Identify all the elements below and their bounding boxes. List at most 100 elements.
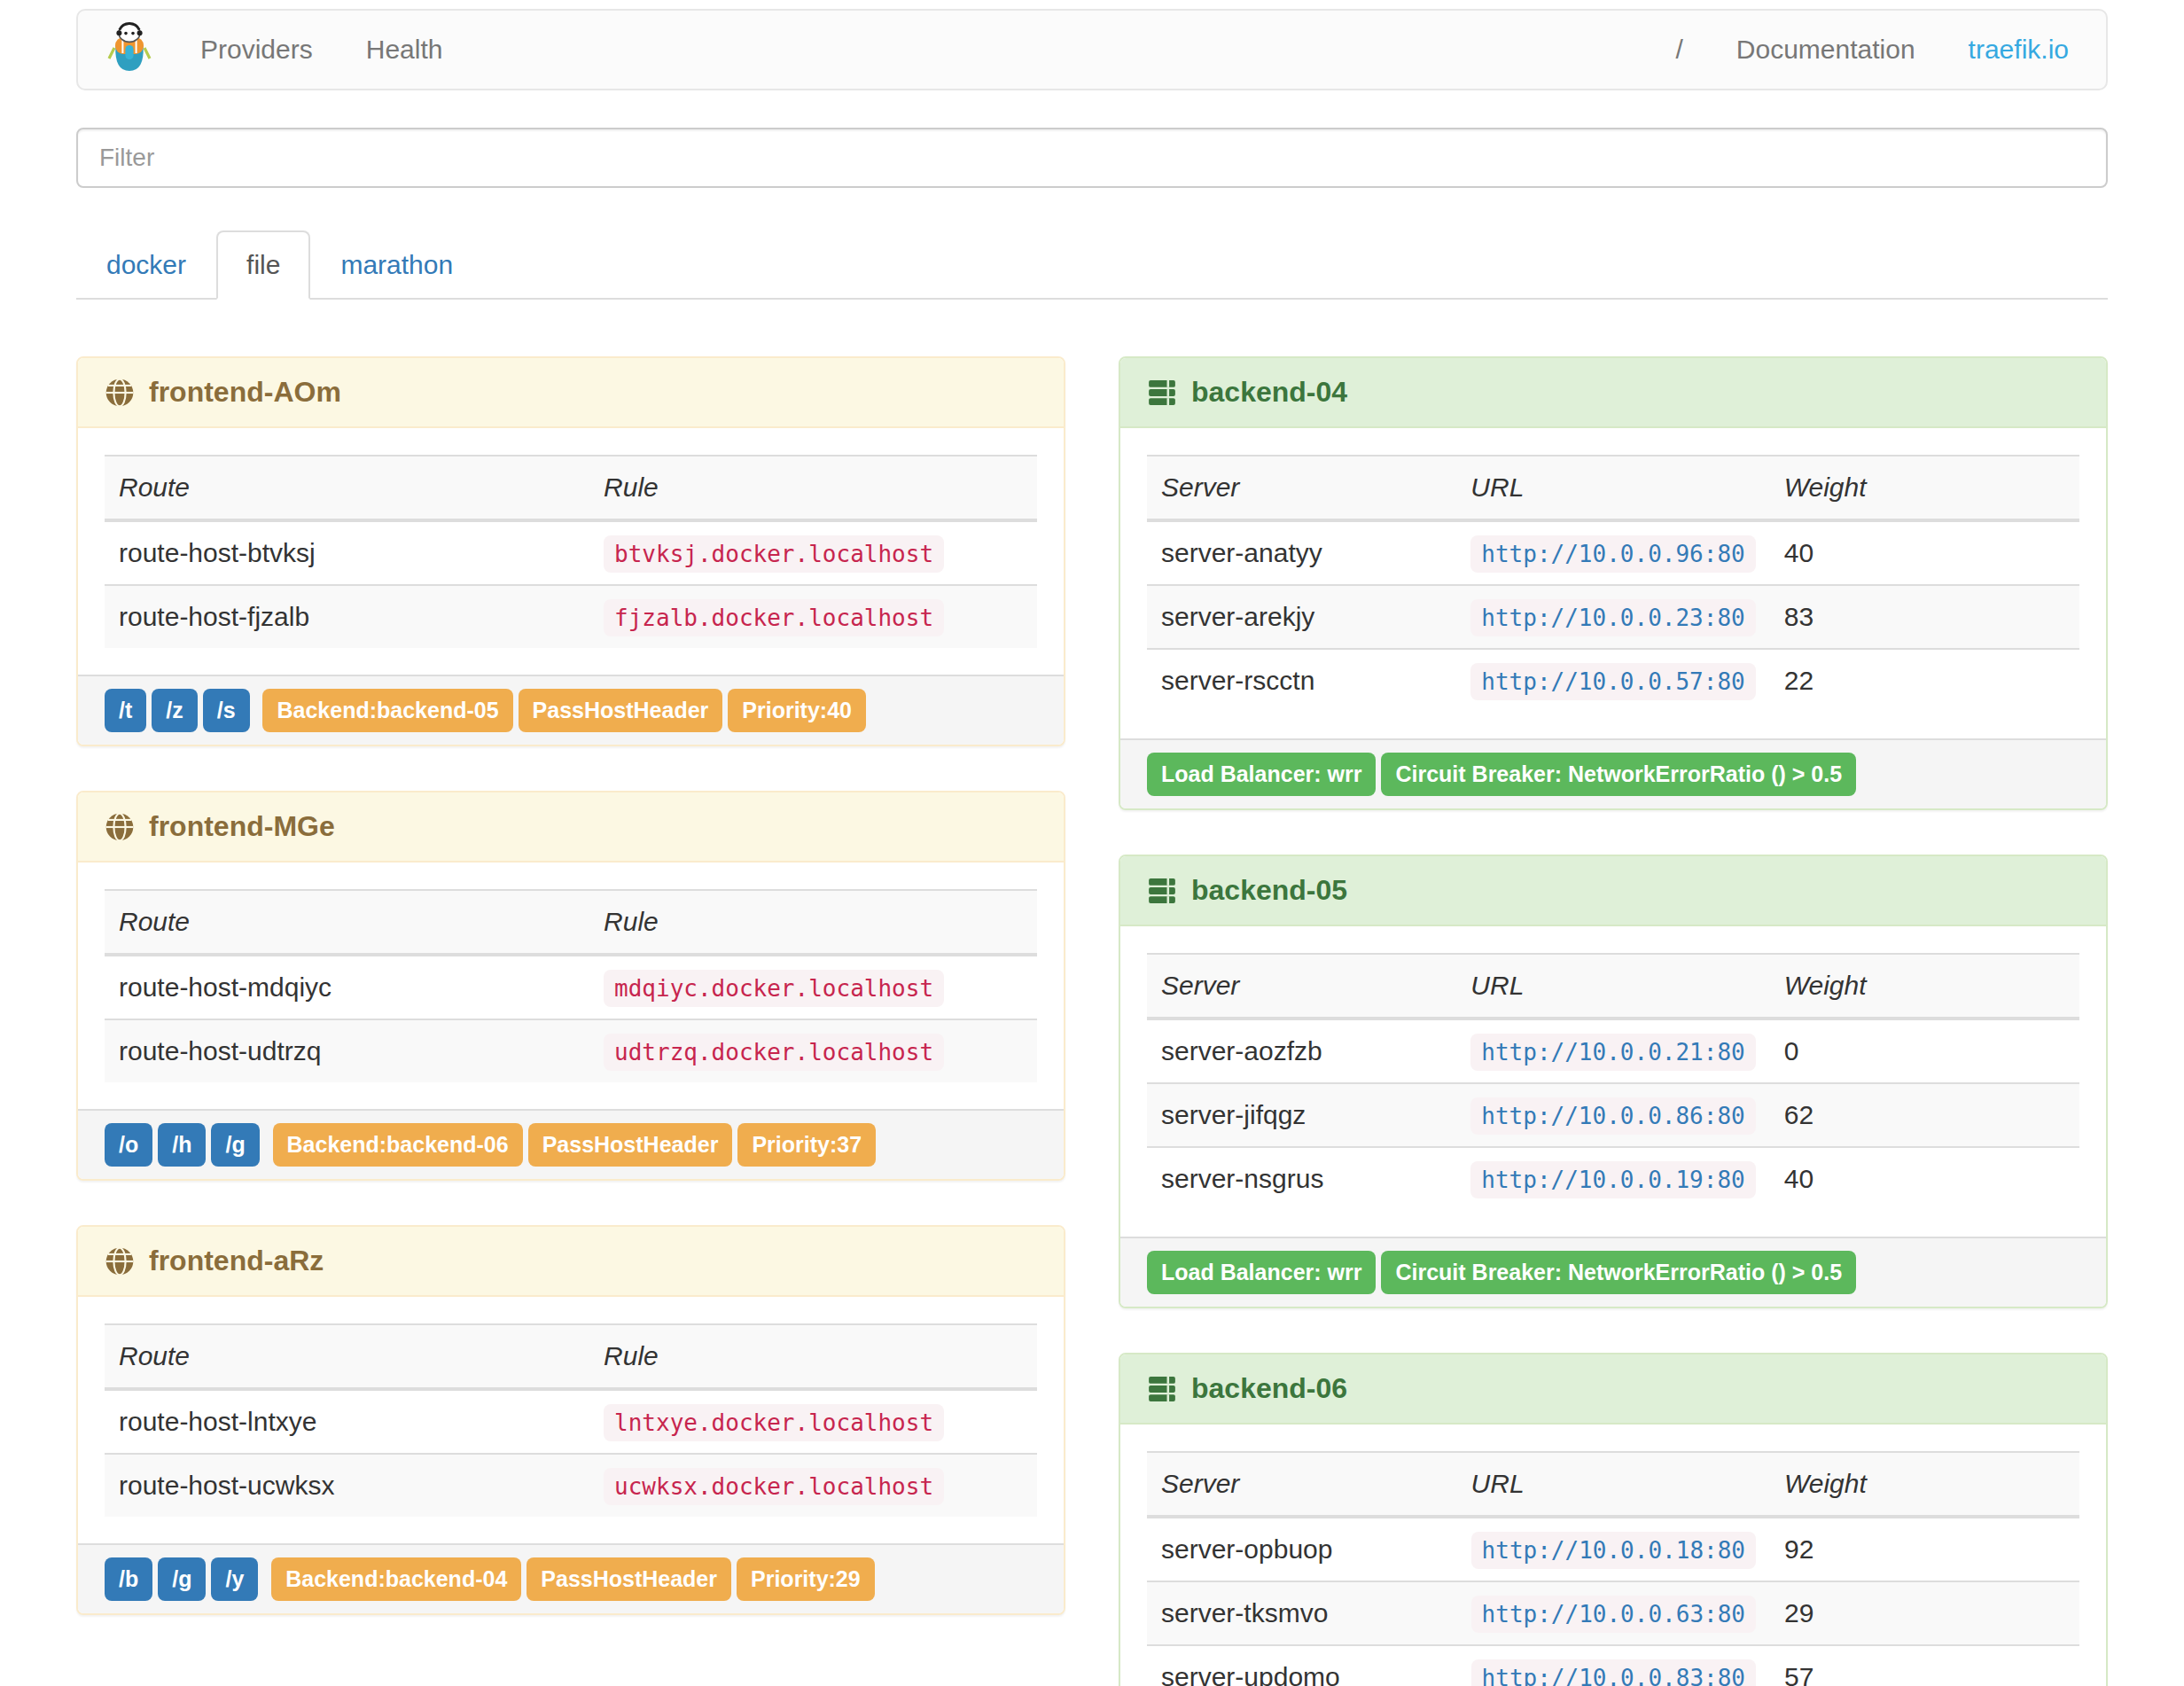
frontend-panel-footer: /o/h/g Backend:backend-06PassHostHeaderP… [78,1109,1064,1179]
rule-value: btvksj.docker.localhost [604,535,944,573]
globe-icon [105,812,135,842]
weight-column-header: Weight [1770,1452,2079,1517]
servers-table: Server URL Weight server-anatyy http://1… [1147,455,2079,712]
server-name: server-tksmvo [1147,1581,1457,1645]
url-column-header: URL [1456,456,1769,520]
url-column-header: URL [1456,954,1769,1019]
nav-documentation-link[interactable]: Documentation [1710,12,1942,88]
table-row: server-nsgrus http://10.0.0.19:80 40 [1147,1147,2079,1210]
navbar-right: / Documentation traefik.io [1649,12,2095,88]
table-row: server-aozfzb http://10.0.0.21:80 0 [1147,1019,2079,1083]
server-url-link[interactable]: http://10.0.0.86:80 [1470,1097,1755,1135]
servers-table: Server URL Weight server-aozfzb http://1… [1147,953,2079,1210]
table-row: server-arekjy http://10.0.0.23:80 83 [1147,585,2079,649]
rule-value: fjzalb.docker.localhost [604,599,944,636]
server-weight: 92 [1770,1517,2079,1581]
backend-ref-badge: Backend:backend-05 [262,689,512,732]
tab-marathon[interactable]: marathon [310,230,483,300]
filter-input[interactable] [76,128,2108,188]
route-column-header: Route [105,890,589,955]
tab-docker[interactable]: docker [76,230,216,300]
backend-panel: backend-05 Server URL Weight [1119,855,2108,1308]
traefik-logo[interactable] [89,21,174,78]
panel-title: frontend-AOm [149,376,341,409]
rule-value: mdqiyc.docker.localhost [604,970,944,1007]
server-weight: 57 [1770,1645,2079,1686]
server-url-link[interactable]: http://10.0.0.96:80 [1470,535,1755,573]
entrypoint-badge: /h [158,1123,206,1167]
passhostheader-badge: PassHostHeader [528,1123,733,1167]
server-icon [1147,876,1177,906]
server-url-link[interactable]: http://10.0.0.63:80 [1471,1596,1756,1633]
server-url-link[interactable]: http://10.0.0.19:80 [1470,1161,1755,1198]
backend-panel: backend-04 Server URL Weight [1119,356,2108,810]
entrypoint-badge: /t [105,689,146,732]
server-url-link[interactable]: http://10.0.0.21:80 [1470,1034,1755,1071]
nav-health-link[interactable]: Health [339,12,470,88]
nav-traefik-io-link[interactable]: traefik.io [1942,12,2095,88]
backends-column: backend-04 Server URL Weight [1119,356,2108,1686]
server-url-link[interactable]: http://10.0.0.23:80 [1470,599,1755,636]
entrypoint-badge: /o [105,1123,152,1167]
frontend-panel: frontend-AOm Route Rule [76,356,1065,746]
server-url-link[interactable]: http://10.0.0.83:80 [1471,1659,1756,1686]
frontend-panel-footer: /b/g/y Backend:backend-04PassHostHeaderP… [78,1543,1064,1613]
server-name: server-updomo [1147,1645,1457,1686]
server-name: server-opbuop [1147,1517,1457,1581]
server-url-link[interactable]: http://10.0.0.18:80 [1471,1532,1756,1569]
url-column-header: URL [1457,1452,1770,1517]
backend-panel-heading: backend-04 [1120,358,2106,428]
weight-column-header: Weight [1770,954,2079,1019]
server-weight: 40 [1770,520,2079,585]
rule-column-header: Rule [589,1324,1037,1389]
panel-title: frontend-MGe [149,810,335,843]
servers-table: Server URL Weight server-opbuop http://1… [1147,1451,2079,1686]
circuit-breaker-badge: Circuit Breaker: NetworkErrorRatio () > … [1381,1251,1856,1294]
backend-panel: backend-06 Server URL Weight [1119,1353,2108,1686]
rule-value: ucwksx.docker.localhost [604,1468,944,1505]
server-name: server-rscctn [1147,649,1456,712]
route-name: route-host-mdqiyc [105,955,589,1019]
table-row: route-host-udtrzq udtrzq.docker.localhos… [105,1019,1037,1082]
priority-badge: Priority:29 [737,1557,875,1601]
server-name: server-nsgrus [1147,1147,1456,1210]
server-name: server-jifqgz [1147,1083,1456,1147]
nav-root-slash-link[interactable]: / [1649,12,1709,88]
frontend-panel-heading: frontend-aRz [78,1227,1064,1297]
server-url-link[interactable]: http://10.0.0.57:80 [1470,663,1755,700]
route-name: route-host-fjzalb [105,585,589,648]
frontend-panel-heading: frontend-AOm [78,358,1064,428]
route-name: route-host-ucwksx [105,1454,589,1517]
table-row: server-rscctn http://10.0.0.57:80 22 [1147,649,2079,712]
server-weight: 29 [1770,1581,2079,1645]
nav-providers-link[interactable]: Providers [174,12,339,88]
rule-column-header: Rule [589,456,1037,520]
server-weight: 62 [1770,1083,2079,1147]
circuit-breaker-badge: Circuit Breaker: NetworkErrorRatio () > … [1381,753,1856,796]
panel-title: backend-04 [1191,376,1347,409]
frontends-column: frontend-AOm Route Rule [76,356,1065,1659]
route-name: route-host-btvksj [105,520,589,585]
table-row: server-updomo http://10.0.0.83:80 57 [1147,1645,2079,1686]
backend-ref-badge: Backend:backend-04 [271,1557,521,1601]
passhostheader-badge: PassHostHeader [526,1557,731,1601]
entrypoint-badge: /s [203,689,250,732]
server-column-header: Server [1147,954,1456,1019]
navbar: Providers Health / Documentation traefik… [76,9,2108,90]
rule-column-header: Rule [589,890,1037,955]
weight-column-header: Weight [1770,456,2079,520]
globe-icon [105,378,135,408]
server-icon [1147,378,1177,408]
rule-value: udtrzq.docker.localhost [604,1034,944,1071]
server-weight: 40 [1770,1147,2079,1210]
provider-tabs: docker file marathon [76,230,2108,300]
server-column-header: Server [1147,456,1456,520]
table-row: server-anatyy http://10.0.0.96:80 40 [1147,520,2079,585]
tab-file[interactable]: file [216,230,310,300]
route-name: route-host-lntxye [105,1389,589,1454]
server-weight: 83 [1770,585,2079,649]
route-column-header: Route [105,456,589,520]
traefik-dashboard-page: Providers Health / Documentation traefik… [0,0,2184,1686]
table-row: route-host-lntxye lntxye.docker.localhos… [105,1389,1037,1454]
frontend-panel-footer: /t/z/s Backend:backend-05PassHostHeaderP… [78,675,1064,745]
